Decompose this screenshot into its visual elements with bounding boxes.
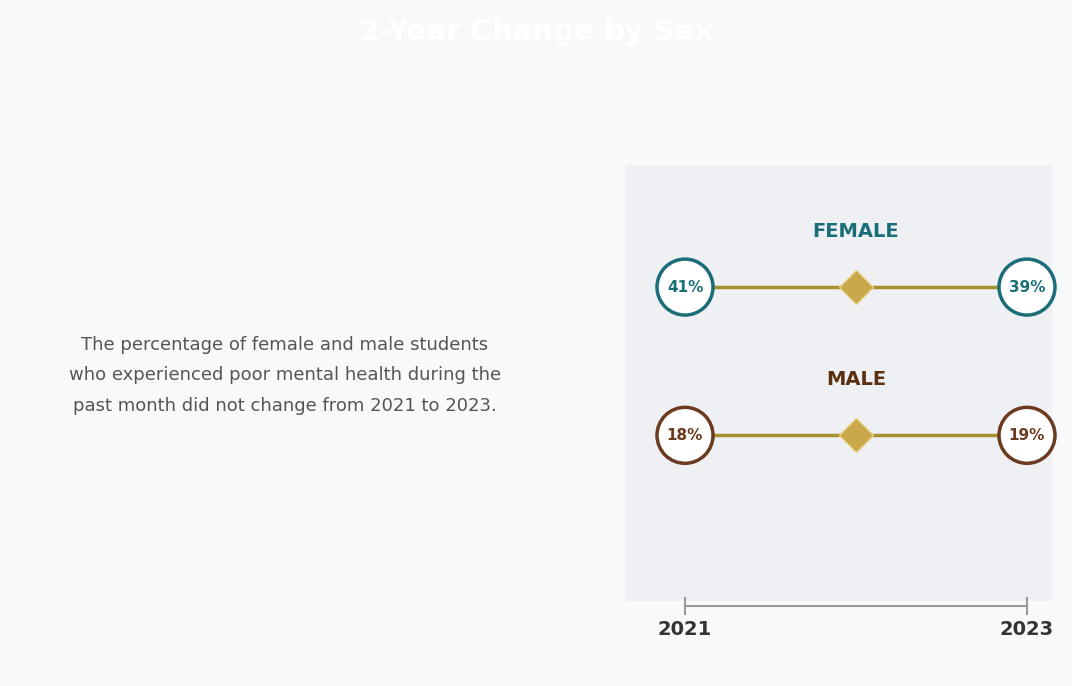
Circle shape — [657, 407, 713, 463]
Text: 19%: 19% — [1009, 428, 1045, 443]
Text: The percentage of female and male students
who experienced poor mental health du: The percentage of female and male studen… — [69, 336, 501, 415]
Text: 2023: 2023 — [1000, 620, 1054, 639]
Circle shape — [657, 259, 713, 315]
Text: 2-Year Change by Sex: 2-Year Change by Sex — [359, 19, 713, 47]
Text: 39%: 39% — [1009, 280, 1045, 294]
Text: FEMALE: FEMALE — [813, 222, 899, 241]
Circle shape — [999, 407, 1055, 463]
FancyBboxPatch shape — [625, 165, 1052, 601]
Text: 2021: 2021 — [658, 620, 712, 639]
Text: MALE: MALE — [825, 370, 887, 390]
Circle shape — [999, 259, 1055, 315]
Text: 18%: 18% — [667, 428, 703, 443]
Text: 41%: 41% — [667, 280, 703, 294]
